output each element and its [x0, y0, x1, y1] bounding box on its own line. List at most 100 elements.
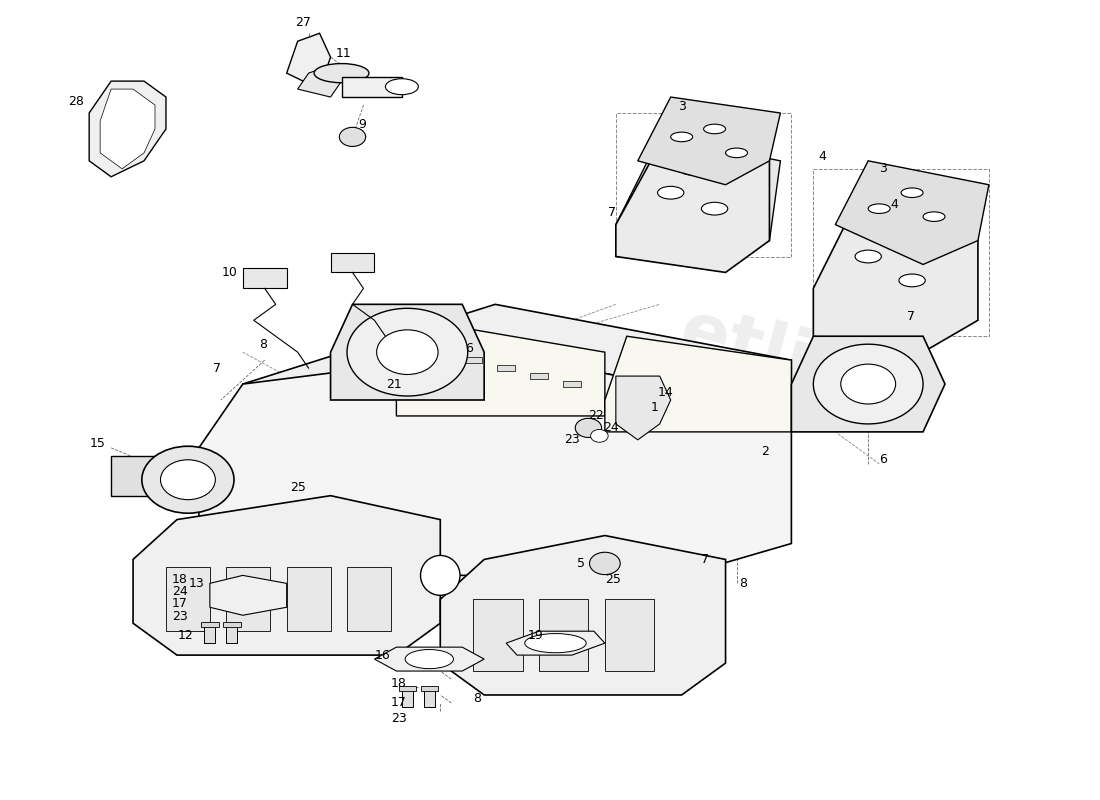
Bar: [473, 599, 522, 671]
Text: etlins: etlins: [672, 298, 911, 423]
Text: 10: 10: [221, 266, 238, 279]
Text: 8: 8: [260, 338, 267, 350]
Text: 15: 15: [90, 438, 106, 450]
Bar: [205, 626, 216, 643]
Text: 7: 7: [701, 553, 710, 566]
Ellipse shape: [923, 212, 945, 222]
Text: 7: 7: [608, 206, 616, 219]
Polygon shape: [199, 352, 791, 575]
Text: 3: 3: [879, 162, 887, 175]
Circle shape: [840, 364, 895, 404]
Bar: [497, 365, 515, 371]
Bar: [331, 253, 374, 273]
Bar: [605, 599, 654, 671]
Bar: [166, 567, 210, 631]
Text: 24: 24: [603, 422, 618, 434]
Text: 14: 14: [658, 386, 673, 398]
Ellipse shape: [525, 634, 586, 653]
Text: 17: 17: [390, 697, 407, 710]
Text: 21: 21: [386, 378, 402, 390]
Ellipse shape: [658, 186, 684, 199]
Text: 7: 7: [212, 362, 221, 374]
Text: 23: 23: [173, 610, 188, 623]
Text: 13: 13: [188, 577, 205, 590]
Bar: [243, 269, 287, 288]
Polygon shape: [243, 304, 791, 432]
Text: 19: 19: [528, 629, 543, 642]
Polygon shape: [133, 496, 440, 655]
Bar: [464, 357, 482, 363]
Text: 8: 8: [739, 577, 747, 590]
Text: 6: 6: [465, 342, 473, 354]
Circle shape: [590, 552, 620, 574]
Polygon shape: [210, 575, 287, 615]
Text: 12: 12: [178, 629, 194, 642]
Polygon shape: [298, 65, 341, 97]
Ellipse shape: [877, 226, 903, 239]
Polygon shape: [440, 535, 726, 695]
Text: 23: 23: [564, 434, 580, 446]
Text: 4: 4: [818, 150, 827, 163]
Text: 6: 6: [879, 454, 887, 466]
Polygon shape: [605, 336, 791, 432]
Ellipse shape: [704, 124, 726, 134]
Bar: [341, 77, 402, 97]
Text: a passion for parts since 1985: a passion for parts since 1985: [493, 417, 783, 511]
Text: 22: 22: [588, 410, 604, 422]
Text: 24: 24: [173, 585, 188, 598]
Ellipse shape: [868, 204, 890, 214]
Polygon shape: [616, 376, 671, 440]
Ellipse shape: [855, 250, 881, 263]
Bar: [201, 622, 219, 627]
Text: 18: 18: [390, 677, 407, 690]
Polygon shape: [638, 97, 780, 185]
Circle shape: [339, 127, 365, 146]
Ellipse shape: [671, 132, 693, 142]
Bar: [539, 599, 588, 671]
Circle shape: [161, 460, 216, 500]
Circle shape: [575, 418, 602, 438]
Text: 27: 27: [295, 16, 311, 30]
Polygon shape: [100, 89, 155, 169]
Polygon shape: [287, 34, 331, 89]
Text: 3: 3: [678, 100, 685, 113]
Bar: [530, 373, 548, 379]
Ellipse shape: [420, 555, 460, 595]
Text: 23: 23: [390, 712, 407, 726]
Bar: [398, 686, 416, 691]
Text: 7: 7: [906, 310, 914, 322]
Circle shape: [346, 308, 468, 396]
Bar: [287, 567, 331, 631]
Polygon shape: [111, 456, 194, 496]
Ellipse shape: [315, 63, 368, 82]
Circle shape: [376, 330, 438, 374]
Bar: [424, 690, 434, 707]
Polygon shape: [506, 631, 605, 655]
Bar: [223, 622, 241, 627]
Text: 2: 2: [761, 446, 769, 458]
Polygon shape: [374, 647, 484, 671]
Ellipse shape: [680, 162, 706, 175]
Bar: [420, 686, 438, 691]
Text: 18: 18: [172, 573, 188, 586]
Ellipse shape: [901, 188, 923, 198]
Circle shape: [813, 344, 923, 424]
Bar: [227, 567, 271, 631]
Text: 9: 9: [358, 118, 366, 131]
Ellipse shape: [899, 274, 925, 286]
Text: 25: 25: [290, 481, 307, 494]
Ellipse shape: [405, 650, 453, 669]
Text: 25: 25: [605, 573, 620, 586]
Bar: [563, 381, 581, 387]
Text: 5: 5: [578, 557, 585, 570]
Text: 17: 17: [172, 597, 188, 610]
Bar: [402, 690, 412, 707]
Polygon shape: [616, 137, 780, 265]
Text: 1: 1: [651, 402, 659, 414]
Polygon shape: [89, 81, 166, 177]
Polygon shape: [791, 336, 945, 432]
Ellipse shape: [726, 148, 748, 158]
Text: 28: 28: [68, 94, 84, 107]
Text: 11: 11: [336, 46, 352, 60]
Text: 4: 4: [890, 198, 898, 211]
